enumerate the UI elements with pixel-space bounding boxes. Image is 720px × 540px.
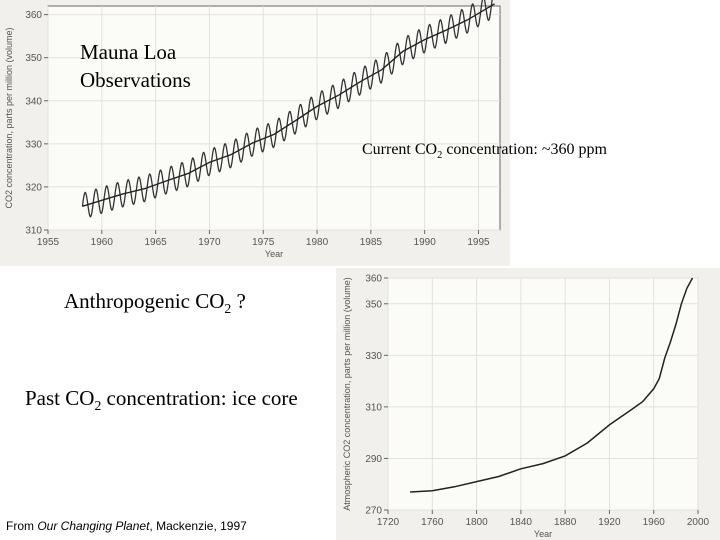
x-tick-label-3: 1840 <box>510 517 533 528</box>
x-tick-label-2: 1800 <box>465 517 488 528</box>
series-annual-mean-line <box>82 3 495 207</box>
past-subscript: 2 <box>94 398 102 414</box>
y-tick-label-1: 320 <box>25 182 42 193</box>
y-tick-label-2: 310 <box>365 402 382 413</box>
x-tick-label-6: 1985 <box>360 237 383 248</box>
past-prefix: Past CO <box>25 386 95 410</box>
series-ice-core-line <box>410 277 694 493</box>
x-tick-label-3: 1970 <box>198 237 221 248</box>
ice-core-chart-panel: 1720 1760 1800 1840 1880 1920 1960 2000 270 290 31… <box>336 268 720 540</box>
anthropogenic-label: Anthropogenic CO2 ? <box>64 289 246 317</box>
x-tick-label-6: 1960 <box>643 517 666 528</box>
x-tick-label-7: 1990 <box>414 237 437 248</box>
mauna-loa-label: Mauna Loa Observations <box>80 38 191 94</box>
y-tick-label-4: 350 <box>25 53 42 64</box>
y-tick-label-5: 360 <box>365 274 382 285</box>
x-tick-label-1: 1960 <box>91 237 114 248</box>
y-tick-label-0: 310 <box>25 226 42 237</box>
x-tick-label-4: 1975 <box>252 237 275 248</box>
mauna-loa-label-line2: Observations <box>80 68 191 92</box>
past-concentration-label: Past CO2 concentration: ice core <box>25 386 298 414</box>
mauna-loa-label-line1: Mauna Loa <box>80 40 177 64</box>
ice-core-chart: 1720 1760 1800 1840 1880 1920 1960 2000 270 290 31… <box>342 274 710 540</box>
y-tick-label-4: 350 <box>365 299 382 310</box>
current-concentration-label: Current CO2 concentration: ~360 ppm <box>362 141 607 161</box>
x-tick-label-8: 1995 <box>467 237 490 248</box>
current-prefix: Current CO <box>362 141 438 158</box>
y-tick-label-0: 270 <box>365 506 382 517</box>
x-tick-label-0: 1720 <box>377 517 400 528</box>
x-tick-label-2: 1965 <box>144 237 167 248</box>
y-tick-label-1: 290 <box>365 454 382 465</box>
source-book-title: Our Changing Planet <box>37 519 150 533</box>
x-tick-label-5: 1980 <box>306 237 329 248</box>
plot-area <box>387 277 699 511</box>
past-suffix: concentration: ice core <box>101 386 298 410</box>
x-tick-label-4: 1880 <box>554 517 577 528</box>
anthro-subscript: 2 <box>224 301 232 317</box>
y-tick-label-3: 330 <box>365 351 382 362</box>
current-suffix: concentration: ~360 ppm <box>442 141 607 158</box>
source-citation: From Our Changing Planet, Mackenzie, 199… <box>6 519 247 533</box>
current-subscript: 2 <box>437 150 443 162</box>
x-tick-label-5: 1920 <box>598 517 621 528</box>
x-axis-title: Year <box>534 529 552 539</box>
source-suffix: , Mackenzie, 1997 <box>149 519 247 533</box>
mauna-loa-chart-panel: 1955 1960 1965 1970 1975 1980 1985 1990 1995 310 3… <box>0 0 510 266</box>
x-axis-title: Year <box>265 249 283 259</box>
x-tick-label-0: 1955 <box>37 237 60 248</box>
y-axis-title: CO2 concentration, parts per million (vo… <box>4 27 14 208</box>
y-tick-label-5: 360 <box>25 10 42 21</box>
anthro-suffix: ? <box>231 289 246 313</box>
y-tick-label-3: 340 <box>25 96 42 107</box>
source-prefix: From <box>6 519 38 533</box>
series-seasonal-line <box>81 0 493 218</box>
x-tick-label-1: 1760 <box>421 517 444 528</box>
y-tick-label-2: 330 <box>25 139 42 150</box>
x-tick-label-7: 2000 <box>687 517 710 528</box>
anthro-prefix: Anthropogenic CO <box>64 289 225 313</box>
mauna-loa-chart: 1955 1960 1965 1970 1975 1980 1985 1990 1995 310 3… <box>4 0 501 259</box>
y-axis-title: Atmospheric CO2 concentration, parts per… <box>342 277 352 511</box>
